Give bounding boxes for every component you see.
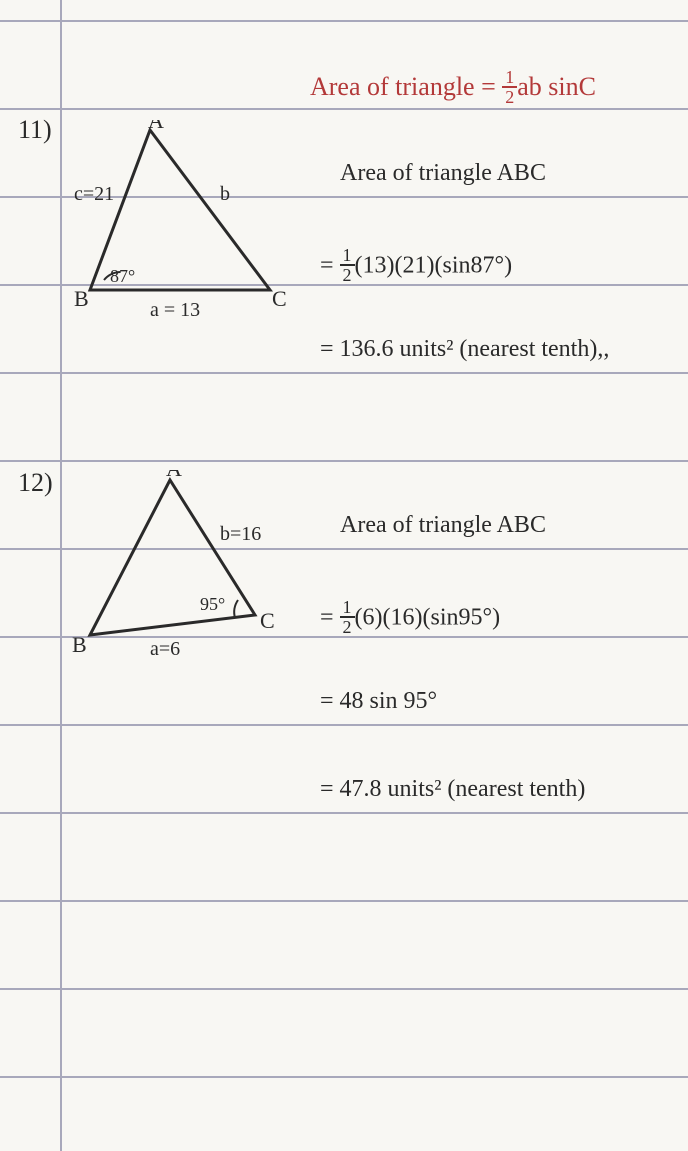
rule-line	[0, 460, 688, 462]
vertex-a: A	[148, 120, 164, 133]
notebook-page: Area of triangle = 12ab sinC 11) A B C c…	[0, 0, 688, 1151]
fraction-half: 12	[502, 68, 517, 106]
question-number-11: 11)	[18, 115, 52, 145]
side-b: b	[220, 183, 230, 205]
vertex-c2: C	[260, 608, 275, 633]
p12-line4: = 47.8 units² (nearest tenth)	[320, 776, 585, 803]
triangle-11: A B C c=21 b a = 13 87°	[70, 120, 310, 330]
rule-line	[0, 812, 688, 814]
p11-line1: Area of triangle ABC	[340, 160, 546, 187]
formula-text-2: ab sinC	[517, 72, 596, 101]
p12-line3: = 48 sin 95°	[320, 688, 437, 715]
rule-line	[0, 1076, 688, 1078]
vertex-a2: A	[166, 470, 182, 481]
formula-header: Area of triangle = 12ab sinC	[310, 70, 596, 108]
rule-line	[0, 988, 688, 990]
side-c: c=21	[74, 183, 114, 205]
angle-c2: 95°	[200, 594, 225, 614]
vertex-b2: B	[72, 632, 87, 657]
rule-line	[0, 20, 688, 22]
p12-line1: Area of triangle ABC	[340, 512, 546, 539]
vertex-c: C	[272, 286, 287, 311]
rule-line	[0, 372, 688, 374]
side-b2: b=16	[220, 523, 261, 545]
question-number-12: 12)	[18, 468, 53, 498]
p11-line3: = 136.6 units² (nearest tenth),,	[320, 336, 609, 363]
angle-b: 87°	[110, 266, 135, 286]
rule-line	[0, 108, 688, 110]
p12-line2: = 12(6)(16)(sin95°)	[320, 600, 500, 638]
triangle-12: A B C b=16 a=6 95°	[70, 470, 300, 670]
vertex-b: B	[74, 286, 89, 311]
side-a: a = 13	[150, 299, 200, 321]
rule-line	[0, 900, 688, 902]
formula-text-1: Area of triangle =	[310, 72, 502, 101]
margin-line	[60, 0, 62, 1151]
p11-line2: = 12(13)(21)(sin87°)	[320, 248, 512, 286]
side-a2: a=6	[150, 638, 180, 660]
rule-line	[0, 724, 688, 726]
